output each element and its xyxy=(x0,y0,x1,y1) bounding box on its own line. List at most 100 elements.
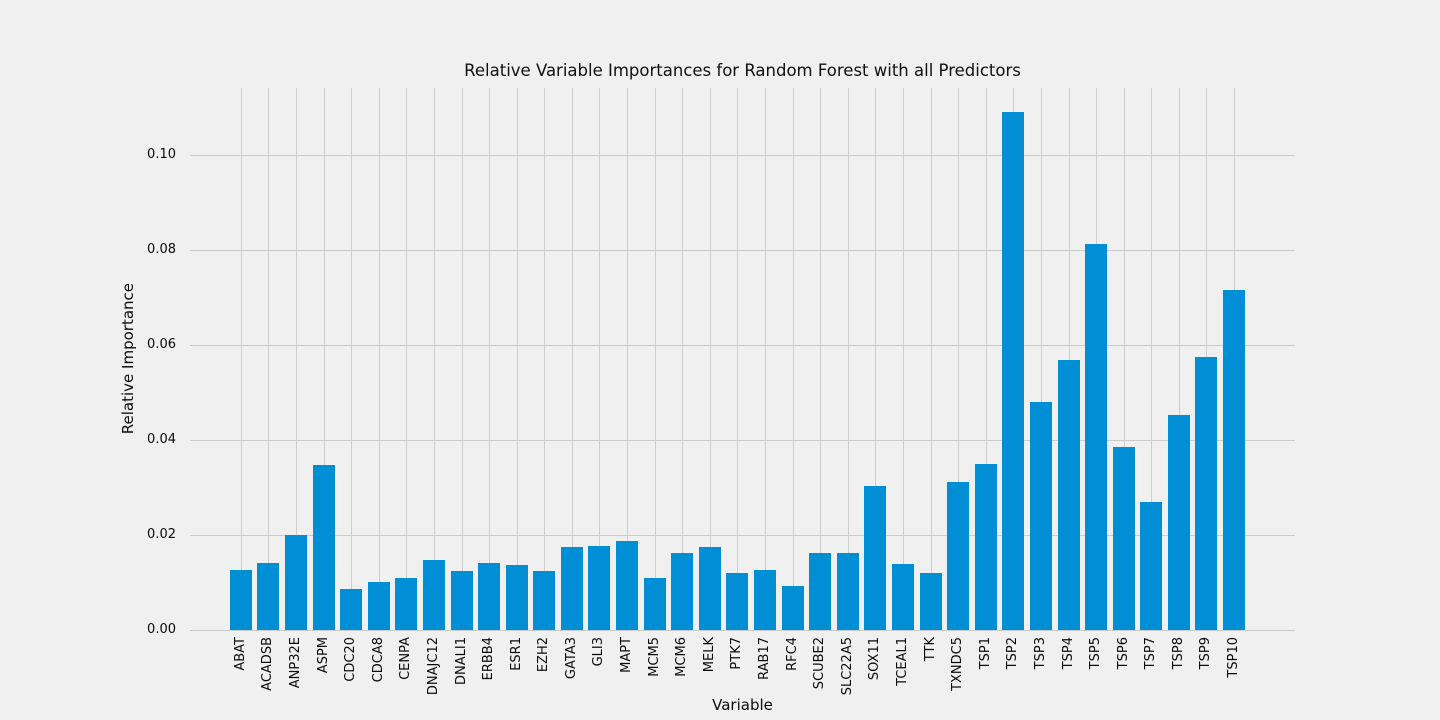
bar-slc22a5 xyxy=(836,552,859,630)
x-tick-label: GLI3 xyxy=(591,637,607,667)
x-tick-label: MCM5 xyxy=(646,637,662,677)
bar-anp32e xyxy=(284,534,307,630)
x-tick-label: GATA3 xyxy=(563,637,579,680)
x-tick-label: ANP32E xyxy=(287,637,303,689)
bar-aspm xyxy=(312,465,335,630)
chart-title: Relative Variable Importances for Random… xyxy=(464,61,1021,80)
bar-esr1 xyxy=(505,565,528,630)
gridline-vertical xyxy=(682,88,684,630)
bar-tsp10 xyxy=(1223,289,1246,630)
gridline-vertical xyxy=(627,88,629,630)
bar-ttk xyxy=(919,573,942,630)
gridline-vertical xyxy=(351,88,353,630)
x-axis-title: Variable xyxy=(712,696,773,714)
x-tick-label: MCM6 xyxy=(674,637,690,677)
gridline-horizontal xyxy=(190,439,1295,441)
x-tick-label: CDC20 xyxy=(343,637,359,682)
bar-scube2 xyxy=(809,552,832,630)
gridline-vertical xyxy=(820,88,822,630)
gridline-vertical xyxy=(792,88,794,630)
x-tick-label: ESR1 xyxy=(508,637,524,671)
y-axis-title: Relative Importance xyxy=(119,88,137,630)
x-tick-label: EZH2 xyxy=(536,637,552,673)
bar-mcm6 xyxy=(671,552,694,630)
bar-cenpa xyxy=(395,577,418,630)
x-tick-label: ACADSB xyxy=(260,637,276,691)
gridline-vertical xyxy=(1178,88,1180,630)
bar-tsp4 xyxy=(1057,360,1080,630)
gridline-vertical xyxy=(847,88,849,630)
bar-txndc5 xyxy=(947,481,970,630)
x-tick-label: MAPT xyxy=(619,637,635,673)
gridline-vertical xyxy=(433,88,435,630)
gridline-vertical xyxy=(516,88,518,630)
gridline-vertical xyxy=(323,88,325,630)
x-tick-label: TCEAL1 xyxy=(894,637,910,686)
gridline-vertical xyxy=(1040,88,1042,630)
bar-cdc20 xyxy=(340,589,363,630)
gridline-vertical xyxy=(461,88,463,630)
x-tick-label: TSP1 xyxy=(977,637,993,670)
gridline-vertical xyxy=(489,88,491,630)
bar-abat xyxy=(229,570,252,630)
gridline-vertical xyxy=(1123,88,1125,630)
gridline-horizontal xyxy=(190,630,1295,631)
x-tick-label: SOX11 xyxy=(867,637,883,681)
x-tick-label: MELK xyxy=(701,637,717,673)
bar-erbb4 xyxy=(478,563,501,630)
x-tick-label: RFC4 xyxy=(784,637,800,671)
bar-gata3 xyxy=(560,546,583,630)
x-tick-label: PTK7 xyxy=(729,637,745,670)
bar-melk xyxy=(698,546,721,630)
bar-tsp9 xyxy=(1195,356,1218,630)
bar-sox11 xyxy=(864,486,887,630)
gridline-vertical xyxy=(930,88,932,630)
gridline-vertical xyxy=(406,88,408,630)
x-tick-label: TXNDC5 xyxy=(950,637,966,691)
y-tick-label: 0.10 xyxy=(147,146,176,162)
bar-tsp2 xyxy=(1002,111,1025,630)
x-tick-label: TSP6 xyxy=(1115,637,1131,670)
x-tick-label: TSP7 xyxy=(1143,637,1159,670)
bar-ezh2 xyxy=(533,570,556,630)
bar-acadsb xyxy=(257,562,280,630)
bar-tsp8 xyxy=(1167,414,1190,630)
gridline-vertical xyxy=(958,88,960,630)
gridline-horizontal xyxy=(190,344,1295,346)
x-tick-label: ASPM xyxy=(315,637,331,674)
gridline-horizontal xyxy=(190,249,1295,251)
x-tick-label: DNAJC12 xyxy=(425,637,441,696)
x-tick-label: SLC22A5 xyxy=(839,637,855,696)
bar-rfc4 xyxy=(781,585,804,630)
bar-mapt xyxy=(616,541,639,630)
gridline-vertical xyxy=(654,88,656,630)
gridline-vertical xyxy=(544,88,546,630)
y-tick-label: 0.04 xyxy=(147,431,176,447)
bar-tsp6 xyxy=(1112,446,1135,630)
gridline-vertical xyxy=(1151,88,1153,630)
bar-gli3 xyxy=(588,545,611,630)
gridline-vertical xyxy=(378,88,380,630)
gridline-vertical xyxy=(599,88,601,630)
gridline-vertical xyxy=(875,88,877,630)
bar-dnali1 xyxy=(450,571,473,630)
x-tick-label: CENPA xyxy=(398,637,414,680)
x-tick-label: TSP5 xyxy=(1088,637,1104,670)
gridline-vertical xyxy=(268,88,270,630)
x-tick-label: DNALI1 xyxy=(453,637,469,685)
gridline-horizontal xyxy=(190,534,1295,536)
x-tick-label: TTK xyxy=(922,637,938,662)
gridline-vertical xyxy=(1068,88,1070,630)
y-tick-label: 0.06 xyxy=(147,336,176,352)
bar-rab17 xyxy=(754,570,776,630)
x-tick-label: ERBB4 xyxy=(481,637,497,681)
x-tick-label: TSP9 xyxy=(1198,637,1214,670)
y-axis-title-text: Relative Importance xyxy=(119,283,137,435)
y-tick-label: 0.02 xyxy=(147,526,176,542)
x-tick-label: TSP8 xyxy=(1170,637,1186,670)
gridline-vertical xyxy=(571,88,573,630)
x-tick-label: SCUBE2 xyxy=(812,637,828,690)
gridline-vertical xyxy=(737,88,739,630)
bar-tsp7 xyxy=(1140,501,1163,630)
